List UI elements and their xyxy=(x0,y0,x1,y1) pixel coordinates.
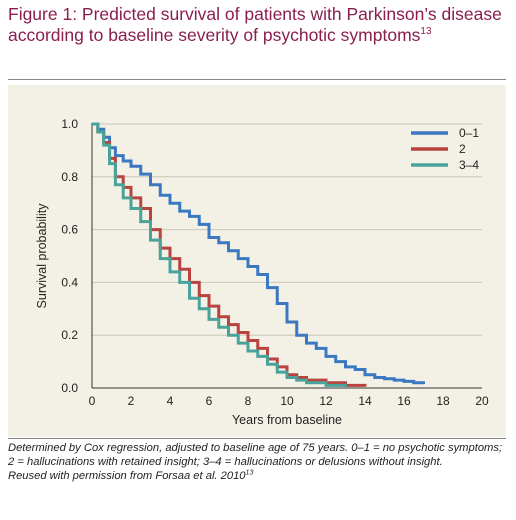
chart-panel xyxy=(8,85,506,437)
figure-footnote: Determined by Cox regression, adjusted t… xyxy=(8,441,508,483)
footnote-rule xyxy=(8,438,506,439)
footnote-method: Determined by Cox regression, adjusted t… xyxy=(8,442,503,468)
x-tick-label-14: 14 xyxy=(358,394,372,408)
series-line-2 xyxy=(92,122,367,387)
legend-label-2: 2 xyxy=(459,142,466,156)
x-axis-label: Years from baseline xyxy=(232,413,342,427)
x-tick-label-18: 18 xyxy=(436,394,450,408)
series-line-3 xyxy=(92,122,347,387)
x-tick-label-20: 20 xyxy=(475,394,489,408)
figure-title: Figure 1: Predicted survival of patients… xyxy=(8,4,502,45)
legend-label-1: 0–1 xyxy=(459,126,479,140)
x-tick-label-6: 6 xyxy=(206,394,213,408)
y-tick-label-0.8: 0.8 xyxy=(61,170,78,184)
title-rule xyxy=(8,79,506,80)
x-tick-label-12: 12 xyxy=(319,394,333,408)
y-tick-label-0.4: 0.4 xyxy=(61,275,78,289)
legend-label-3: 3–4 xyxy=(459,158,479,172)
survival-chart: 0.0 0.2 0.4 0.6 0.8 1.0 0 2 4 6 8 10 12 14 16 18 20 Years… xyxy=(35,117,489,427)
figure-title-reference: 13 xyxy=(420,26,432,38)
series-line-1 xyxy=(92,122,425,385)
x-tick-label-2: 2 xyxy=(128,394,135,408)
x-tick-label-10: 10 xyxy=(280,394,294,408)
footnote-source-reference: 13 xyxy=(245,469,254,477)
y-axis-label: Survival probability xyxy=(35,203,49,309)
x-tick-label-8: 8 xyxy=(245,394,252,408)
x-tick-label-0: 0 xyxy=(89,394,96,408)
y-tick-label-0.6: 0.6 xyxy=(61,223,78,237)
y-tick-label-1.0: 1.0 xyxy=(61,117,78,131)
x-tick-label-16: 16 xyxy=(397,394,411,408)
x-tick-label-4: 4 xyxy=(167,394,174,408)
y-tick-label-0.2: 0.2 xyxy=(61,328,78,342)
y-tick-label-0.0: 0.0 xyxy=(61,381,78,395)
footnote-source: Reused with permission from Forsaa et al… xyxy=(8,469,254,482)
